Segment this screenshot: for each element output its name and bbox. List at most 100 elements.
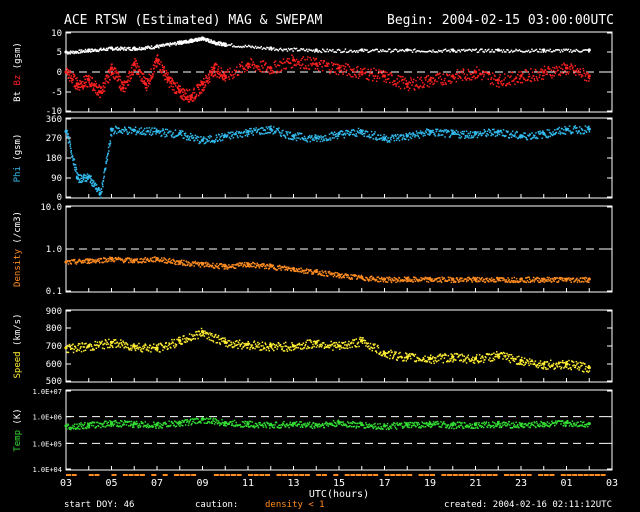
scatter-dot [183,89,185,91]
scatter-dot [459,137,462,139]
scatter-dot [464,50,466,52]
scatter-dot [576,281,579,283]
scatter-dot [314,67,317,70]
scatter-dot [527,360,529,362]
scatter-dot [539,281,541,284]
scatter-dot [71,81,73,84]
scatter-dot [160,260,162,262]
scatter-dot [478,354,481,356]
scatter-dot [381,139,384,141]
scatter-dot [450,353,452,355]
scatter-dot [283,266,285,268]
scatter-dot [400,49,402,52]
scatter-dot [291,342,293,344]
scatter-dot [207,77,209,80]
scatter-dot [471,359,474,361]
scatter-dot [422,135,425,137]
scatter-dot [386,139,388,142]
scatter-dot [184,337,186,340]
scatter-dot [261,126,263,129]
scatter-dot [224,339,227,341]
scatter-dot [136,49,139,51]
scatter-dot [86,345,88,348]
scatter-dot [92,182,94,184]
scatter-dot [493,78,495,80]
scatter-dot [241,348,243,350]
scatter-dot [560,277,563,279]
scatter-dot [258,132,261,134]
scatter-dot [373,347,376,349]
scatter-dot [88,82,90,84]
scatter-dot [560,131,562,134]
scatter-dot [432,83,434,86]
scatter-dot [148,46,150,48]
scatter-dot [501,277,504,280]
scatter-dot [519,134,521,137]
y-axis-label-part: (K) [13,408,23,430]
scatter-dot [491,82,493,84]
scatter-dot [244,261,246,264]
scatter-dot [548,362,550,365]
scatter-dot [122,260,124,262]
scatter-dot [546,276,549,279]
scatter-dot [398,356,401,358]
scatter-dot [300,348,302,350]
scatter-dot [172,86,174,88]
scatter-dot [242,345,245,348]
scatter-dot [278,342,280,345]
scatter-dot [464,76,467,78]
scatter-dot [231,134,234,136]
data-point [451,355,455,359]
scatter-dot [248,264,250,266]
scatter-dot [186,138,188,141]
scatter-dot [244,68,247,71]
scatter-dot [182,94,185,96]
scatter-dot [528,358,531,360]
scatter-dot [74,427,77,430]
scatter-dot [198,91,201,94]
scatter-dot [96,91,99,94]
scatter-dot [171,262,174,264]
scatter-dot [566,49,568,51]
scatter-dot [465,79,468,81]
scatter-dot [259,133,261,136]
scatter-dot [534,49,537,51]
scatter-dot [208,263,210,265]
scatter-dot [94,182,97,185]
scatter-dot [411,279,413,281]
scatter-dot [82,85,85,88]
scatter-dot [572,364,574,367]
scatter-dot [418,132,420,134]
scatter-dot [189,97,191,99]
scatter-dot [505,358,508,361]
scatter-dot [116,80,119,82]
scatter-dot [537,366,539,369]
scatter-dot [396,137,398,140]
scatter-dot [252,134,255,136]
scatter-dot [546,129,549,131]
scatter-dot [555,362,558,365]
scatter-dot [211,69,213,71]
scatter-dot [157,46,160,48]
scatter-dot [428,361,431,363]
scatter-dot [411,353,414,355]
scatter-dot [90,258,92,261]
scatter-dot [563,367,565,369]
scatter-dot [364,339,367,342]
scatter-dot [79,52,82,54]
scatter-dot [358,49,360,52]
scatter-dot [114,78,116,80]
scatter-dot [360,276,362,278]
scatter-dot [312,272,315,274]
scatter-dot [72,424,74,427]
scatter-dot [246,135,249,137]
scatter-dot [542,75,544,77]
scatter-dot [466,276,469,279]
scatter-dot [133,63,136,66]
scatter-dot [262,264,265,267]
scatter-dot [236,263,239,265]
scatter-dot [239,135,241,137]
scatter-dot [204,38,207,40]
scatter-dot [551,134,554,137]
